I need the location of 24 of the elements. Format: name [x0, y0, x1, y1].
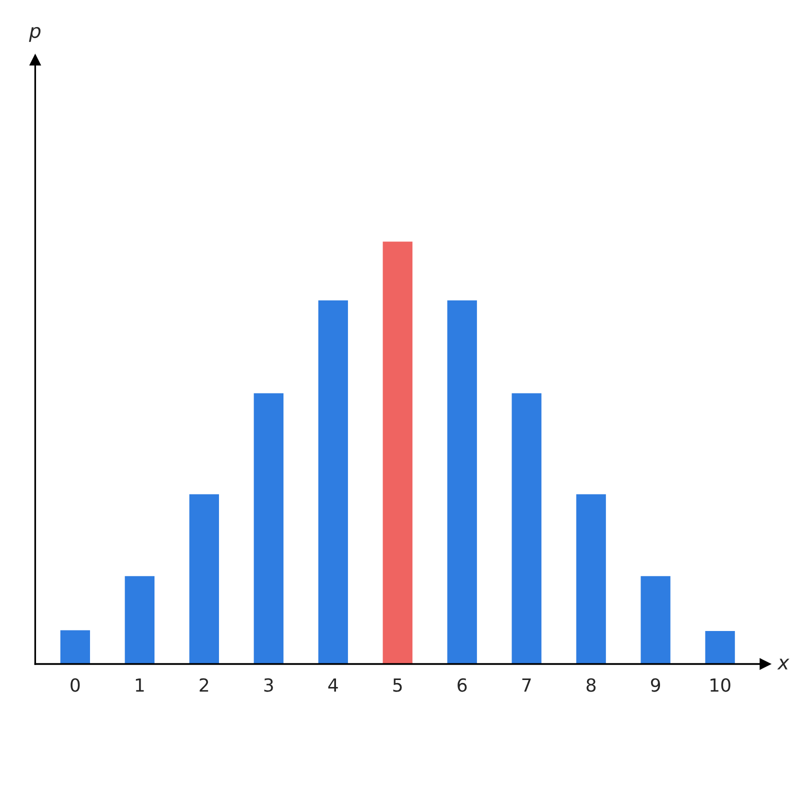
bar [705, 631, 735, 664]
x-tick-label: 8 [586, 678, 596, 692]
x-tick-label: 1 [136, 678, 144, 692]
bar [640, 576, 670, 664]
x-tick-label: 3 [264, 678, 273, 692]
bar [254, 393, 284, 664]
x-tick-label: 4 [328, 678, 338, 692]
bar [512, 393, 542, 664]
text: p [28, 26, 40, 42]
x-axis-title: x [777, 658, 790, 670]
bar [124, 576, 154, 664]
x-tick-label: 2 [200, 678, 208, 692]
x-tick-label: 5 [393, 678, 402, 692]
x-tick-label: 7 [522, 678, 531, 692]
x-tick-label: 10 [710, 678, 730, 692]
x-tick-label: 9 [650, 678, 660, 692]
x-tick-label: 0 [70, 678, 80, 692]
bar [447, 300, 477, 664]
bar [189, 494, 219, 664]
bar [318, 300, 348, 664]
x-tick-label: 6 [458, 678, 467, 692]
bar [60, 630, 90, 664]
bar [382, 242, 412, 664]
bar [576, 494, 606, 664]
